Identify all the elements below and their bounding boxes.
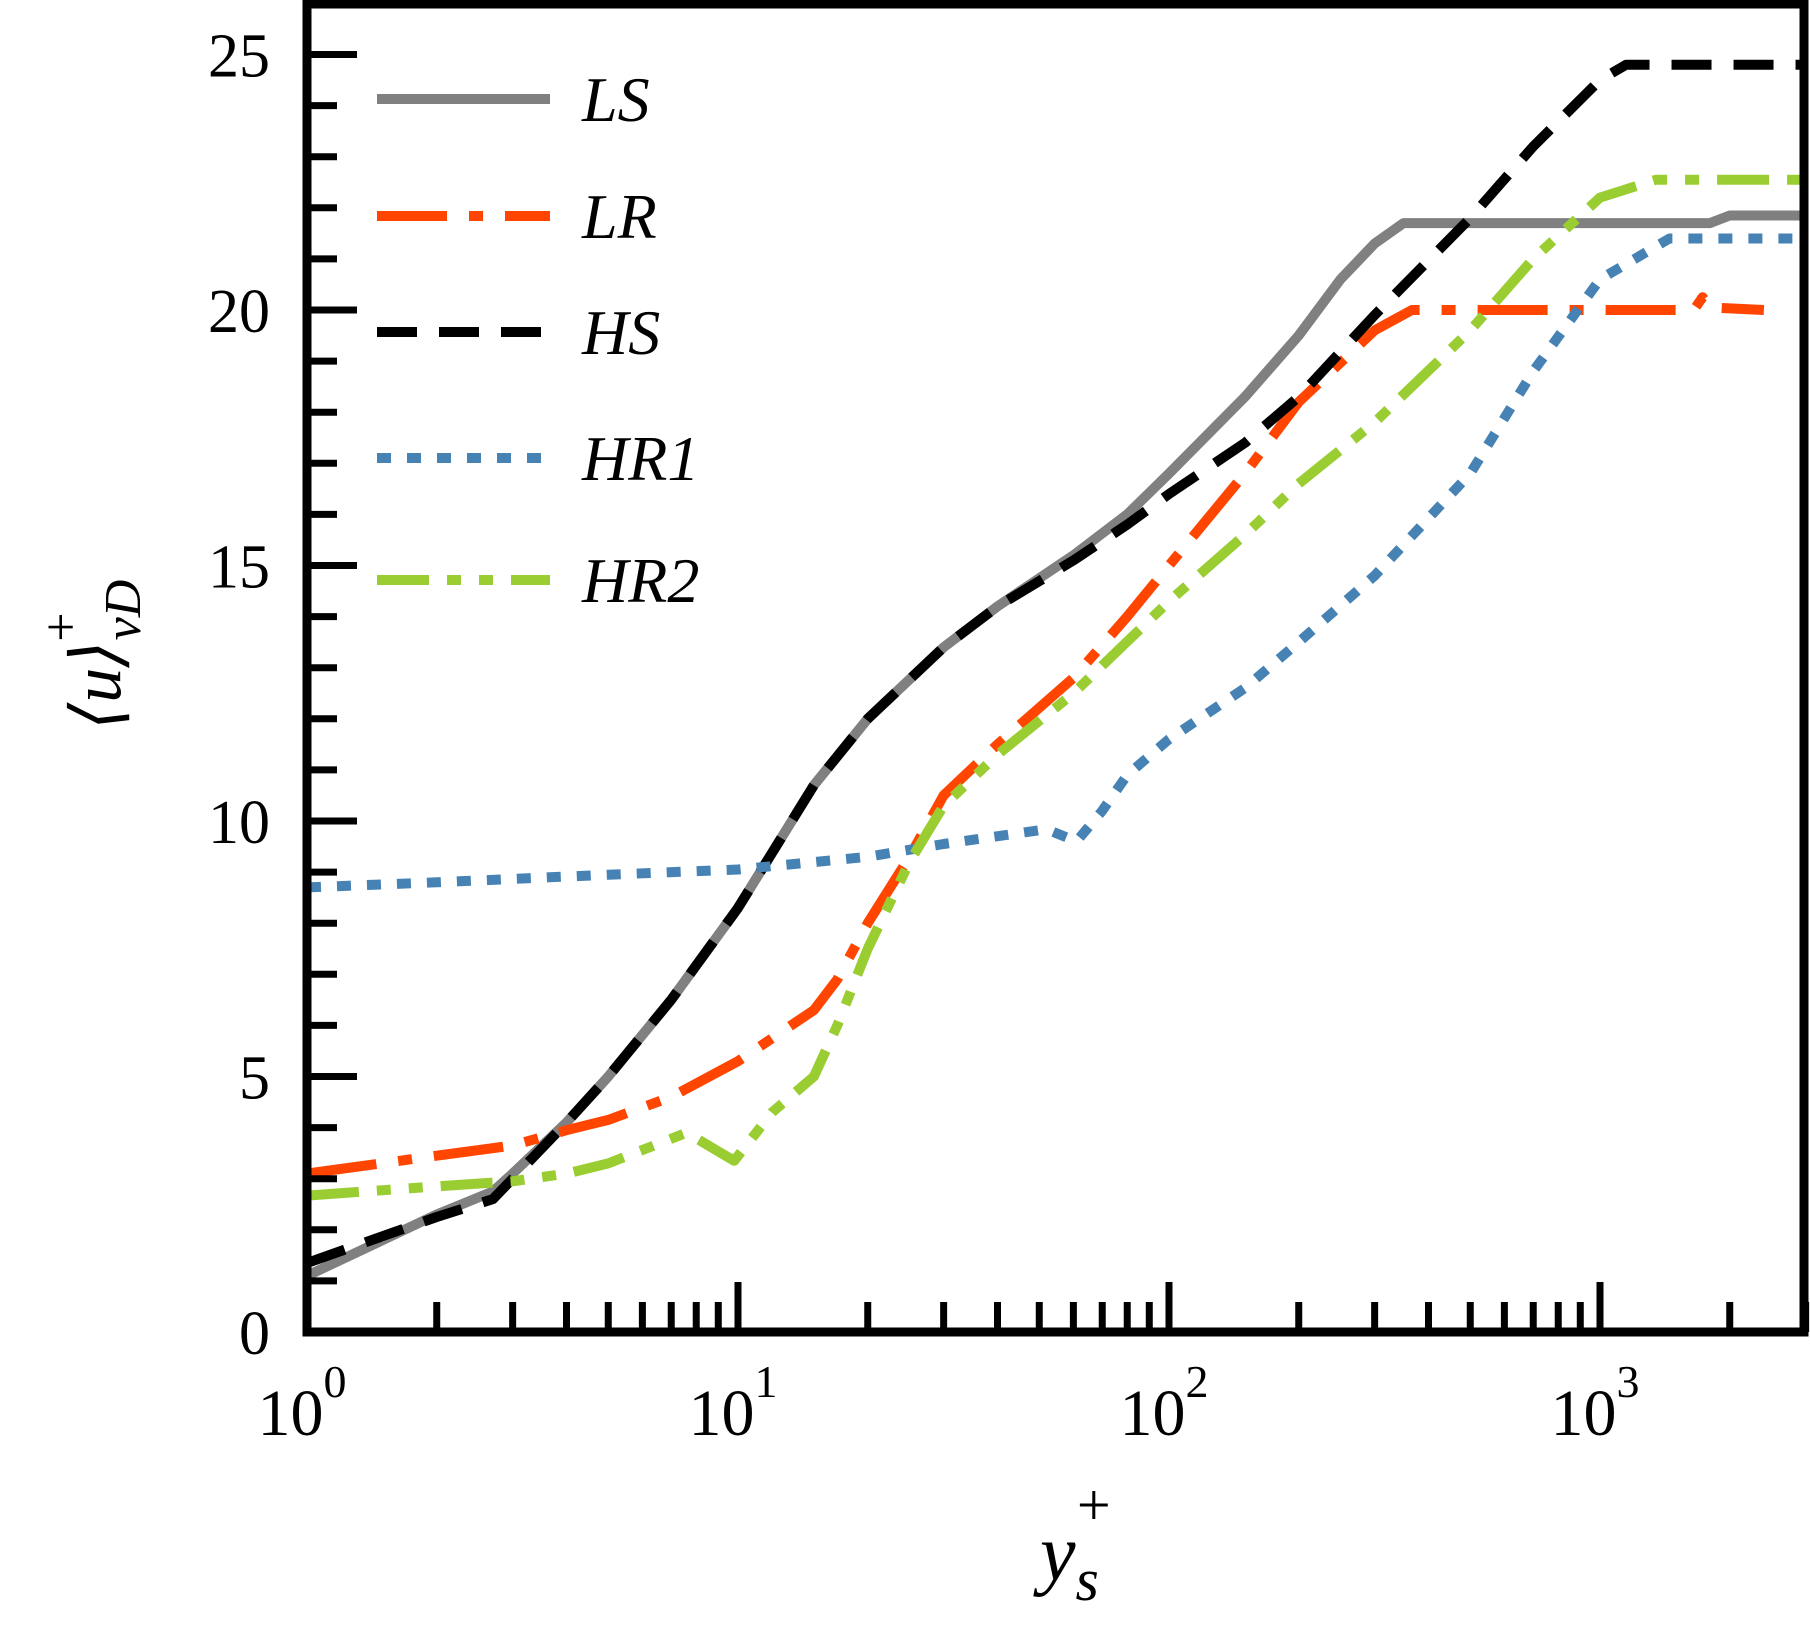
y-tick-label: 25 <box>208 23 270 91</box>
svg-text:ys+: ys + <box>1033 1472 1111 1613</box>
series-hr1 <box>307 233 1804 893</box>
series-lr <box>307 292 1765 1179</box>
series-hs <box>307 59 1804 1268</box>
y-tick-label: 0 <box>239 1300 270 1368</box>
y-axis-label-main: ⟨u⟩ <box>59 640 136 730</box>
legend-item-lr: LR <box>377 181 657 252</box>
series-hr2 <box>307 174 1804 1201</box>
y-axis-label-sub: vD <box>95 580 152 641</box>
legend-label: HR1 <box>581 423 699 494</box>
y-tick-label: 5 <box>239 1045 270 1113</box>
legend: LS LR HS HR1 HR2 <box>377 64 699 616</box>
legend-item-hs: HS <box>377 297 660 368</box>
legend-item-ls: LS <box>377 64 650 135</box>
series-layer <box>307 59 1804 1281</box>
x-axis-label-sup: + <box>1077 1472 1111 1538</box>
svg-text:⟨u⟩vD+: ⟨u⟩vD+ <box>33 580 152 730</box>
axis-ticks <box>303 51 1810 1336</box>
tick-labels: 0 5 10 15 20 25 100 101 102 103 <box>208 23 1640 1451</box>
plot-frame <box>302 0 1809 1337</box>
x-tick-label: 101 <box>689 1356 778 1450</box>
y-axis-label-sup: + <box>33 612 90 641</box>
x-axis-label-sub: s <box>1076 1547 1099 1613</box>
x-tick-label: 103 <box>1551 1356 1640 1450</box>
legend-label: LR <box>581 181 657 252</box>
x-axis-label-main: y <box>1033 1510 1076 1598</box>
y-tick-label: 10 <box>208 789 270 857</box>
x-tick-label: 102 <box>1120 1356 1209 1450</box>
legend-item-hr1: HR1 <box>377 423 699 494</box>
legend-label: HR2 <box>581 545 699 616</box>
y-tick-label: 20 <box>208 278 270 346</box>
legend-item-hr2: HR2 <box>377 545 699 616</box>
legend-label: LS <box>581 64 650 135</box>
series-ls <box>307 210 1804 1281</box>
x-tick-label: 100 <box>258 1356 347 1450</box>
x-axis-label: ys + <box>1033 1472 1111 1613</box>
y-tick-label: 15 <box>208 534 270 602</box>
legend-label: HS <box>581 297 660 368</box>
y-axis-label: ⟨u⟩vD+ <box>33 580 152 730</box>
